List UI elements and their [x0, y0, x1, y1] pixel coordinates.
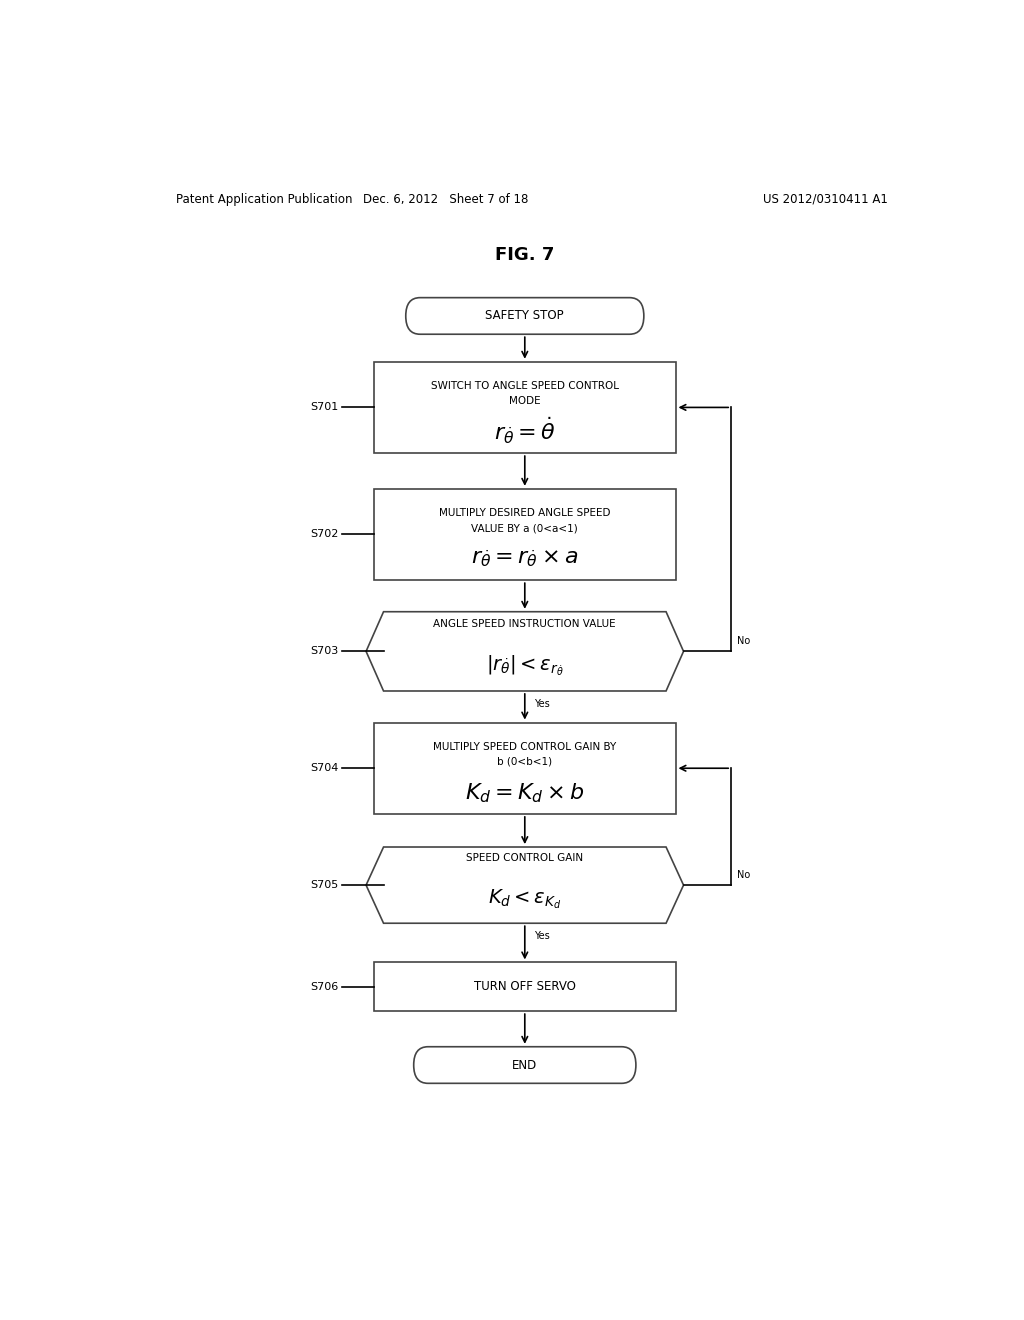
Text: S706: S706 — [310, 982, 338, 991]
Text: Yes: Yes — [535, 700, 550, 709]
Text: S702: S702 — [310, 529, 338, 540]
Text: $K_d < \varepsilon_{K_d}$: $K_d < \varepsilon_{K_d}$ — [488, 887, 561, 911]
Bar — [374, 722, 676, 814]
Text: VALUE BY a (0<a<1): VALUE BY a (0<a<1) — [471, 523, 579, 533]
Text: S703: S703 — [310, 647, 338, 656]
Text: $K_d = K_d \times b$: $K_d = K_d \times b$ — [465, 781, 585, 805]
Text: MODE: MODE — [509, 396, 541, 407]
Text: No: No — [737, 870, 751, 880]
Text: END: END — [512, 1059, 538, 1072]
Text: TURN OFF SERVO: TURN OFF SERVO — [474, 981, 575, 993]
Text: S705: S705 — [310, 880, 338, 890]
Text: MULTIPLY DESIRED ANGLE SPEED: MULTIPLY DESIRED ANGLE SPEED — [439, 508, 610, 519]
Text: S701: S701 — [310, 403, 338, 412]
FancyBboxPatch shape — [414, 1047, 636, 1084]
Text: $r_{\dot{\theta}} = \dot{\theta}$: $r_{\dot{\theta}} = \dot{\theta}$ — [494, 416, 556, 446]
Text: MULTIPLY SPEED CONTROL GAIN BY: MULTIPLY SPEED CONTROL GAIN BY — [433, 742, 616, 752]
Text: ANGLE SPEED INSTRUCTION VALUE: ANGLE SPEED INSTRUCTION VALUE — [433, 619, 616, 628]
Text: $|r_{\dot{\theta}}| < \varepsilon_{r_{\dot{\theta}}}$: $|r_{\dot{\theta}}| < \varepsilon_{r_{\d… — [486, 653, 563, 678]
Polygon shape — [367, 847, 684, 923]
Text: No: No — [737, 636, 751, 647]
Text: $r_{\dot{\theta}} = r_{\dot{\theta}} \times a$: $r_{\dot{\theta}} = r_{\dot{\theta}} \ti… — [471, 549, 579, 569]
Text: US 2012/0310411 A1: US 2012/0310411 A1 — [763, 193, 888, 206]
Text: Yes: Yes — [535, 932, 550, 941]
Text: SAFETY STOP: SAFETY STOP — [485, 309, 564, 322]
Bar — [374, 962, 676, 1011]
Text: b (0<b<1): b (0<b<1) — [498, 756, 552, 767]
Polygon shape — [367, 611, 684, 690]
Bar — [374, 488, 676, 581]
Text: S704: S704 — [310, 763, 338, 774]
Bar — [374, 362, 676, 453]
Text: Patent Application Publication: Patent Application Publication — [176, 193, 352, 206]
Text: SWITCH TO ANGLE SPEED CONTROL: SWITCH TO ANGLE SPEED CONTROL — [431, 381, 618, 391]
Text: FIG. 7: FIG. 7 — [496, 246, 554, 264]
Text: Dec. 6, 2012   Sheet 7 of 18: Dec. 6, 2012 Sheet 7 of 18 — [362, 193, 528, 206]
FancyBboxPatch shape — [406, 297, 644, 334]
Text: SPEED CONTROL GAIN: SPEED CONTROL GAIN — [466, 854, 584, 863]
